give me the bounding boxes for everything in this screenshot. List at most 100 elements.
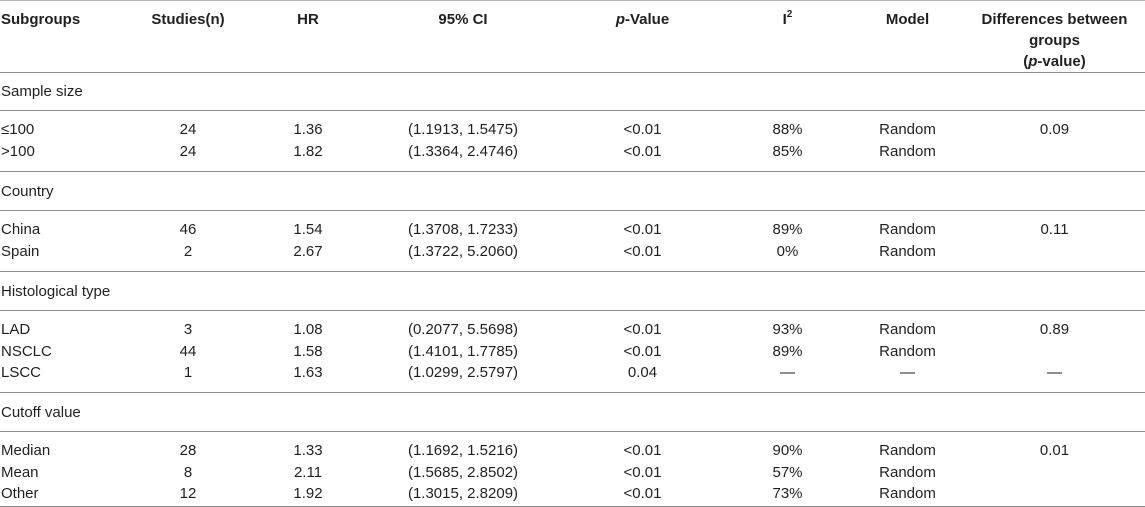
cell-model: Random (879, 321, 936, 338)
cell-difference (964, 242, 1145, 272)
cell-model: Random (879, 221, 936, 238)
table-body: Sample size ≤100 24 1.36 (1.1913, 1.5475) <0.… (0, 72, 1145, 507)
table-row: >100 24 1.82 (1.3364, 2.4746) <0.01 85% Random (0, 142, 1145, 172)
header-p-rest: -Value (624, 11, 670, 28)
header-p-value: p-Value (561, 0, 724, 73)
table-row: Other 12 1.92 (1.3015, 2.8209) <0.01 73% Rando… (0, 484, 1145, 507)
cell-hr: 1.92 (251, 484, 365, 507)
row-label: Spain (0, 242, 125, 272)
cell-p-value: <0.01 (623, 121, 662, 138)
section-title: Cutoff value (0, 392, 1145, 432)
header-diff-line1: Differences between groups (981, 11, 1128, 49)
cell-studies: 1 (125, 363, 251, 393)
row-label: Other (0, 484, 125, 507)
table-row: Median 28 1.33 (1.1692, 1.5216) <0.01 90% Rand… (0, 432, 1145, 464)
header-i-sup: 2 (786, 9, 793, 20)
cell-p-value: <0.01 (561, 242, 724, 272)
cell-i2: 89% (772, 342, 803, 360)
cell-hr: 2.67 (251, 242, 365, 272)
table-row: ≤100 24 1.36 (1.1913, 1.5475) <0.01 88% Random… (0, 111, 1145, 143)
cell-p-value: <0.01 (623, 463, 662, 481)
cell-studies: 12 (125, 484, 251, 507)
cell-difference: — (964, 363, 1145, 393)
cell-model: — (851, 363, 964, 393)
section-row: Country (0, 171, 1145, 211)
row-label: China (1, 221, 41, 238)
section-title: Country (0, 171, 1145, 211)
cell-hr: 1.33 (293, 442, 323, 459)
cell-studies: 24 (179, 121, 197, 138)
cell-ci: (1.5685, 2.8502) (407, 463, 519, 481)
cell-hr: 1.08 (293, 321, 323, 338)
header-row: Subgroups Studies(n) HR 95% CI p-Value I… (0, 0, 1145, 73)
row-label: NSCLC (1, 342, 52, 360)
cell-difference (964, 343, 1145, 364)
cell-studies: 8 (183, 463, 193, 481)
table-row: Mean 8 2.11 (1.5685, 2.8502) <0.01 57% Random (0, 464, 1145, 485)
cell-difference: 0.11 (1040, 221, 1069, 238)
cell-model: Random (879, 442, 936, 459)
header-ci: 95% CI (365, 0, 561, 73)
row-label: ≤100 (1, 121, 35, 138)
section-row: Cutoff value (0, 392, 1145, 432)
cell-i2: 57% (772, 463, 803, 481)
cell-i2: 85% (724, 142, 851, 172)
header-i2: I2 (724, 0, 851, 73)
cell-model: Random (851, 142, 964, 172)
cell-model: Random (879, 342, 936, 360)
header-studies: Studies(n) (125, 0, 251, 73)
cell-ci: (1.3364, 2.4746) (365, 142, 561, 172)
cell-i2: 89% (772, 221, 803, 238)
cell-i2: 73% (724, 484, 851, 507)
header-diff-open: ( (1023, 53, 1029, 70)
section-row: Sample size (0, 72, 1145, 111)
cell-model: Random (879, 121, 936, 138)
cell-hr: 1.82 (251, 142, 365, 172)
cell-studies: 2 (125, 242, 251, 272)
header-hr: HR (251, 0, 365, 73)
cell-hr: 1.58 (293, 342, 323, 360)
cell-p-value: <0.01 (561, 142, 724, 172)
header-model: Model (851, 0, 964, 73)
cell-difference: 0.09 (1039, 121, 1070, 138)
cell-i2: 0% (724, 242, 851, 272)
row-label: Median (1, 442, 51, 459)
table-row: LAD 3 1.08 (0.2077, 5.5698) <0.01 93% Random 0.… (0, 311, 1145, 343)
cell-difference (964, 484, 1145, 507)
cell-studies: 24 (125, 142, 251, 172)
cell-p-value: <0.01 (623, 321, 662, 338)
section-title: Histological type (0, 271, 1145, 311)
cell-ci: (1.1913, 1.5475) (407, 121, 519, 138)
cell-p-value: <0.01 (623, 342, 662, 360)
section-row: Histological type (0, 271, 1145, 311)
cell-difference (964, 142, 1145, 172)
cell-ci: (1.3722, 5.2060) (365, 242, 561, 272)
section-title: Sample size (0, 72, 1145, 111)
header-subgroups: Subgroups (0, 0, 125, 73)
cell-studies: 46 (179, 221, 197, 238)
cell-ci: (1.0299, 2.5797) (365, 363, 561, 393)
header-differences: Differences between groups (p-value) (964, 0, 1145, 73)
header-diff-italic: p (1028, 53, 1038, 70)
cell-i2: 88% (772, 121, 803, 138)
cell-difference (964, 464, 1145, 485)
row-label: >100 (0, 142, 125, 172)
cell-ci: (1.1692, 1.5216) (407, 442, 519, 459)
cell-ci: (1.3708, 1.7233) (407, 221, 519, 238)
cell-hr: 2.11 (293, 463, 323, 481)
cell-p-value: <0.01 (623, 442, 662, 459)
row-label: LAD (1, 321, 31, 338)
row-label: Mean (1, 463, 39, 481)
cell-p-value: 0.04 (561, 363, 724, 393)
header-i-base: I (782, 11, 787, 28)
row-label: LSCC (0, 363, 125, 393)
cell-p-value: <0.01 (561, 484, 724, 507)
cell-difference: 0.89 (1039, 321, 1070, 338)
cell-ci: (1.4101, 1.7785) (407, 342, 519, 360)
header-diff-rest: -value) (1037, 53, 1086, 70)
table-row: LSCC 1 1.63 (1.0299, 2.5797) 0.04— — — (0, 363, 1145, 393)
cell-i2: — (724, 363, 851, 393)
cell-model: Random (851, 242, 964, 272)
header-p-italic: p (615, 11, 625, 28)
